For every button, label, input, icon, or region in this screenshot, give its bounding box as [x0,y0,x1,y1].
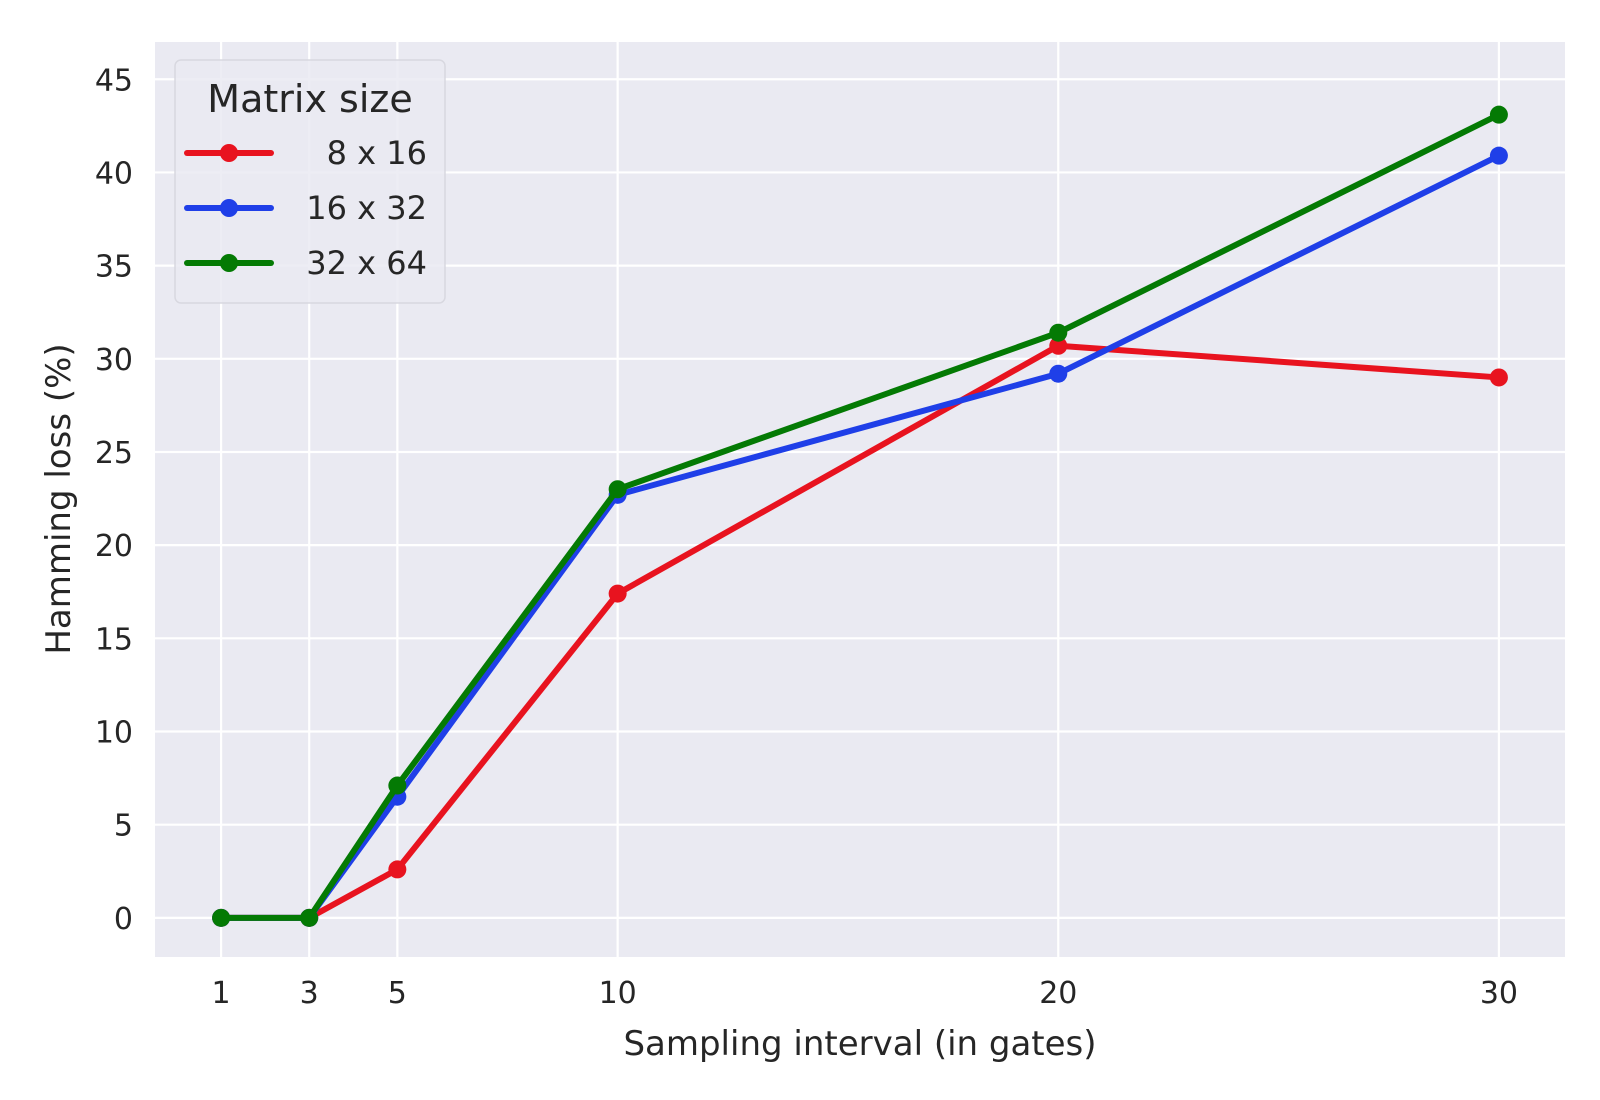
y-tick-label: 45 [95,63,133,98]
x-axis-label: Sampling interval (in gates) [623,1024,1096,1064]
legend-entry: 8 x 16 [184,134,427,172]
legend-label: 16 x 32 [306,189,427,227]
data-point [608,584,627,603]
x-tick-labels: 1 3 5 10 20 30 [212,976,1518,1011]
x-tick-label: 3 [300,976,319,1011]
y-tick-labels: 0 5 10 15 20 25 30 35 40 45 [95,63,133,937]
y-tick-label: 20 [95,529,133,564]
data-point [1049,336,1068,355]
data-point [1489,105,1508,124]
legend-title: Matrix size [207,77,412,121]
x-tick-label: 5 [388,976,407,1011]
data-point [388,776,407,795]
data-point [212,908,231,927]
y-tick-label: 10 [95,716,133,751]
data-point [300,908,319,927]
series-3 [212,105,1508,927]
legend-entries: 8 x 16 16 x 32 32 x 64 [184,134,427,282]
legend-label: 8 x 16 [327,134,427,172]
y-tick-label: 40 [95,156,133,191]
x-tick-label: 30 [1480,976,1518,1011]
x-tick-label: 1 [212,976,231,1011]
y-tick-label: 30 [95,343,133,378]
data-point [1049,364,1068,383]
legend-swatch-marker [220,144,238,162]
y-axis-label: Hamming loss (%) [39,343,79,654]
y-tick-label: 35 [95,250,133,285]
y-tick-label: 5 [114,809,133,844]
data-point [1489,146,1508,165]
data-point [1049,323,1068,342]
legend-entry: 32 x 64 [184,244,427,282]
legend-box [174,59,446,304]
x-tick-label: 20 [1039,976,1077,1011]
legend-swatch-marker [220,199,238,217]
y-tick-label: 15 [95,622,133,657]
y-tick-label: 25 [95,436,133,471]
legend-swatch-marker [220,254,238,272]
data-point [608,480,627,499]
x-tick-label: 10 [599,976,637,1011]
legend: Matrix size 8 x 16 16 x 32 32 x 64 [174,59,446,304]
data-point [1489,368,1508,387]
series-layer [212,105,1508,927]
data-point [388,860,407,879]
legend-entry: 16 x 32 [184,189,427,227]
legend-label: 32 x 64 [306,244,427,282]
series-line [218,111,1502,921]
y-tick-label: 0 [114,902,133,937]
